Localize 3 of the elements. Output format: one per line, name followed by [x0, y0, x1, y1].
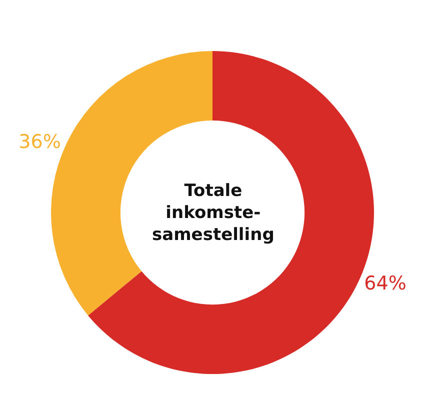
- data-label: 64%: [364, 272, 406, 294]
- data-label: 36%: [18, 130, 61, 153]
- text: Totale inkomste-samestelling: [152, 181, 274, 246]
